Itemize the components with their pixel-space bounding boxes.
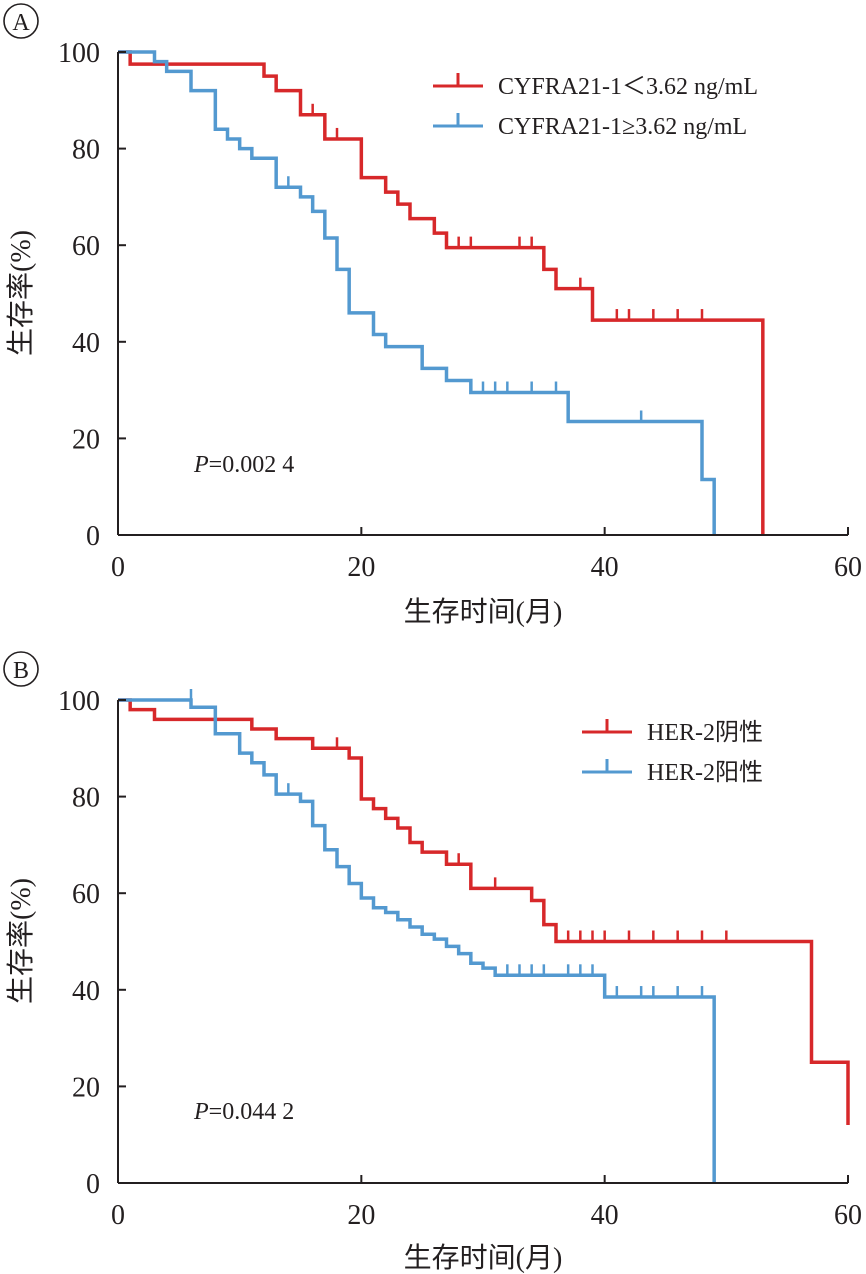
x-tick-label: 20 (347, 552, 375, 583)
p-value-annotation: P=0.044 2 (193, 1099, 294, 1125)
series-layer (118, 689, 850, 1183)
panel-label: B (13, 658, 29, 684)
x-axis-label: 生存时间(月) (404, 1242, 563, 1274)
legend: HER-2阴性 HER-2阳性 (582, 719, 763, 786)
panel-label: A (12, 10, 30, 36)
y-tick-label: 100 (58, 38, 100, 69)
p-symbol: P (193, 452, 209, 478)
legend-label-cyfra-high: CYFRA21-1≥3.62 ng/mL (498, 114, 747, 140)
y-tick-label: 40 (72, 328, 100, 359)
y-tick-label: 20 (72, 1072, 100, 1103)
panel-label-circle (3, 651, 39, 687)
series-line-0 (118, 50, 765, 535)
panel-a: A 生存率(%) 生存时间(月) 0 20 40 60 0 20 40 60 80 100 P=0… (3, 3, 862, 628)
legend-label-her2-positive: HER-2阳性 (647, 759, 763, 786)
legend-label-her2-negative: HER-2阴性 (647, 719, 763, 746)
y-tick-label: 60 (72, 879, 100, 910)
p-value: =0.044 2 (209, 1099, 295, 1125)
legend-label-cyfra-low: CYFRA21-1＜3.62 ng/mL (498, 74, 758, 100)
y-tick-label: 40 (72, 976, 100, 1007)
x-tick-label: 0 (111, 552, 125, 583)
x-tick-label: 40 (591, 1200, 619, 1231)
tick-layer: 0 20 40 60 0 20 40 60 80 100 (58, 686, 862, 1231)
p-value: =0.002 4 (209, 452, 295, 478)
x-tick-label: 20 (347, 1200, 375, 1231)
series-line-1 (118, 50, 716, 535)
x-tick-label: 40 (591, 552, 619, 583)
y-tick-label: 20 (72, 424, 100, 455)
y-axis-label: 生存率(%) (5, 230, 37, 356)
legend-item-her2-positive: HER-2阳性 (582, 759, 763, 786)
series-line-1 (118, 698, 716, 1183)
y-tick-label: 100 (58, 686, 100, 717)
y-tick-label: 0 (86, 1169, 100, 1200)
tick-layer: 0 20 40 60 0 20 40 60 80 100 (58, 38, 862, 583)
legend: CYFRA21-1＜3.62 ng/mL CYFRA21-1≥3.62 ng/m… (433, 73, 758, 140)
legend-item-cyfra-high: CYFRA21-1≥3.62 ng/mL (433, 113, 747, 140)
p-symbol: P (193, 1099, 209, 1125)
x-tick-label: 0 (111, 1200, 125, 1231)
panel-label-circle (3, 3, 39, 39)
y-tick-label: 60 (72, 231, 100, 262)
x-axis-label: 生存时间(月) (404, 596, 563, 628)
legend-item-her2-negative: HER-2阴性 (582, 719, 763, 746)
y-axis-label: 生存率(%) (5, 878, 37, 1004)
panel-b: B 生存率(%) 生存时间(月) 0 20 40 60 0 20 40 60 80 100 P=0… (3, 651, 862, 1274)
series-layer (118, 50, 765, 535)
y-tick-label: 80 (72, 783, 100, 814)
x-tick-label: 60 (834, 1200, 862, 1231)
y-tick-label: 0 (86, 521, 100, 552)
p-value-annotation: P=0.002 4 (193, 452, 294, 478)
legend-item-cyfra-low: CYFRA21-1＜3.62 ng/mL (433, 73, 758, 100)
y-tick-label: 80 (72, 135, 100, 166)
series-line-0 (118, 698, 850, 1126)
x-tick-label: 60 (834, 552, 862, 583)
